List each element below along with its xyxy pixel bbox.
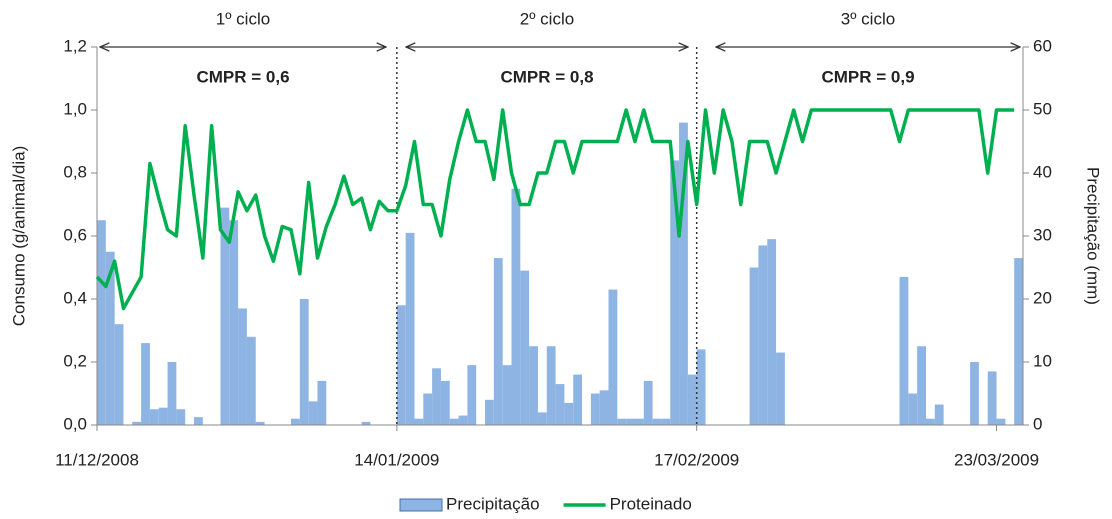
y-tick-label: 0,6 <box>63 225 87 244</box>
bar <box>555 384 565 425</box>
bar <box>308 401 318 425</box>
bar <box>299 299 309 425</box>
x-tick-label: 14/01/2009 <box>354 450 439 469</box>
bar <box>449 418 459 425</box>
y2-tick-label: 50 <box>1033 99 1052 118</box>
bar <box>634 418 644 425</box>
bar <box>758 245 768 425</box>
x-tick-label: 17/02/2009 <box>654 450 739 469</box>
bar <box>238 308 247 425</box>
bar <box>396 305 406 425</box>
bar <box>414 418 424 425</box>
bar <box>687 374 697 425</box>
bar <box>767 239 777 425</box>
bar <box>599 390 609 425</box>
y-tick-label: 1,2 <box>63 36 87 55</box>
bar <box>934 404 944 425</box>
bar <box>291 418 300 425</box>
bar <box>996 418 1006 425</box>
bar <box>696 349 706 425</box>
bar <box>608 289 618 425</box>
bar <box>776 352 785 425</box>
bar <box>987 371 997 425</box>
y-tick-label: 1,0 <box>63 99 87 118</box>
line <box>95 108 1015 311</box>
cycle-label: 3º ciclo <box>841 9 895 28</box>
bar <box>661 418 671 425</box>
y2-tick-label: 60 <box>1033 36 1052 55</box>
bar <box>1014 258 1023 425</box>
bar <box>485 399 494 425</box>
cycle-label: 2º ciclo <box>520 9 574 28</box>
bar <box>511 188 521 425</box>
bar <box>317 380 327 425</box>
y2-tick-label: 0 <box>1033 414 1042 433</box>
legend-swatch <box>399 498 443 512</box>
y-tick-label: 0,8 <box>63 162 87 181</box>
bar <box>502 365 512 425</box>
y2-tick-label: 30 <box>1033 225 1052 244</box>
bar <box>899 276 909 425</box>
bar <box>493 258 503 425</box>
bar <box>458 415 468 425</box>
bar <box>925 418 935 425</box>
bar <box>255 421 265 425</box>
bar <box>167 362 177 425</box>
bar <box>564 402 574 425</box>
y2-tick-label: 10 <box>1033 351 1052 370</box>
x-tick-label: 23/03/2009 <box>954 450 1039 469</box>
bar <box>229 220 239 425</box>
bar <box>652 418 662 425</box>
bar <box>546 346 556 425</box>
bar <box>520 270 530 425</box>
cycle-note: CMPR = 0,9 <box>821 67 914 86</box>
bar <box>105 251 115 425</box>
y2-tick-label: 20 <box>1033 288 1052 307</box>
bar <box>670 160 680 425</box>
bar <box>432 368 441 425</box>
bar <box>590 393 600 425</box>
y2-tick-label: 40 <box>1033 162 1052 181</box>
bar <box>405 232 415 425</box>
bar <box>114 324 124 425</box>
bar <box>141 343 150 425</box>
bar <box>149 409 159 425</box>
bar <box>617 418 627 425</box>
cycle-note: CMPR = 0,6 <box>196 67 289 86</box>
bar <box>423 393 433 425</box>
y-tick-label: 0,0 <box>63 414 87 433</box>
bar <box>158 407 168 425</box>
legend-label: Proteinado <box>610 494 692 513</box>
bar <box>917 346 926 425</box>
bar <box>176 409 186 425</box>
bar <box>970 362 979 425</box>
bar <box>246 336 256 425</box>
bar <box>467 365 477 425</box>
bar <box>573 374 583 425</box>
cycle-label: 1º ciclo <box>216 9 270 28</box>
y-tick-label: 0,2 <box>63 351 87 370</box>
bar <box>626 418 635 425</box>
bar <box>749 267 759 425</box>
x-tick-label: 11/12/2008 <box>55 450 139 469</box>
y-tick-label: 0,4 <box>63 288 87 307</box>
bar <box>132 421 142 425</box>
bar <box>194 417 203 425</box>
bar <box>643 380 653 425</box>
y-axis-title: Consumo (g/animal/dia) <box>9 146 28 326</box>
bar <box>97 220 106 425</box>
bar <box>440 380 450 425</box>
bar <box>537 412 547 425</box>
y2-axis-title: Precipitação (mm) <box>1084 167 1103 305</box>
bar <box>908 393 918 425</box>
legend-label: Precipitação <box>446 494 540 513</box>
bar <box>361 421 371 425</box>
cycle-note: CMPR = 0,8 <box>500 67 593 86</box>
bar <box>529 346 538 425</box>
bar <box>679 122 688 425</box>
bar <box>220 207 230 425</box>
